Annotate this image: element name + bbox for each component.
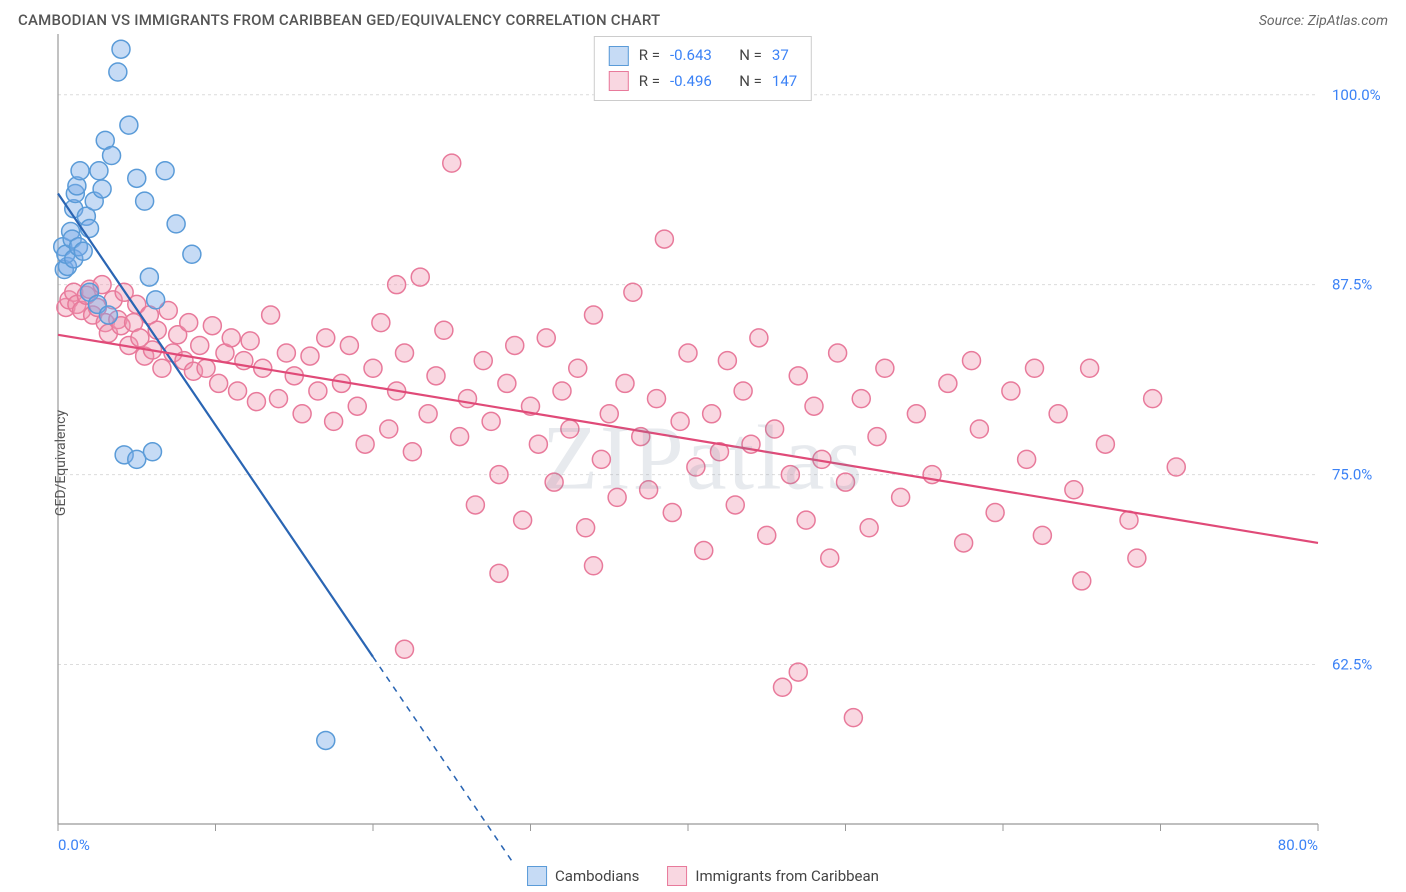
y-axis-label: GED/Equivalency xyxy=(53,410,69,516)
n-label-b: N = xyxy=(739,69,762,95)
legend-item-a: Cambodians xyxy=(527,866,639,886)
legend-label-b: Immigrants from Caribbean xyxy=(695,867,879,885)
n-value-b: 147 xyxy=(772,69,797,95)
chart-title: CAMBODIAN VS IMMIGRANTS FROM CARIBBEAN G… xyxy=(18,11,660,29)
svg-text:87.5%: 87.5% xyxy=(1332,276,1372,294)
r-label-a: R = xyxy=(639,43,660,69)
swatch-a-icon xyxy=(609,46,629,66)
svg-text:62.5%: 62.5% xyxy=(1332,655,1372,673)
svg-text:100.0%: 100.0% xyxy=(1332,86,1381,104)
svg-text:80.0%: 80.0% xyxy=(1278,836,1318,854)
r-label-b: R = xyxy=(639,69,660,95)
r-value-a: -0.643 xyxy=(670,43,712,69)
legend-row-b: R = -0.496 N = 147 xyxy=(609,69,797,95)
legend-item-b: Immigrants from Caribbean xyxy=(667,866,879,886)
swatch-a-icon xyxy=(527,866,547,886)
source-name: ZipAtlas.com xyxy=(1308,13,1388,29)
source: Source: ZipAtlas.com xyxy=(1259,10,1388,29)
n-value-a: 37 xyxy=(772,43,789,69)
swatch-b-icon xyxy=(609,71,629,91)
series-legend: Cambodians Immigrants from Caribbean xyxy=(527,866,879,886)
scatter-plot: 62.5% 75.0% 87.5% 100.0% 0.0% 80.0% xyxy=(0,34,1406,862)
swatch-b-icon xyxy=(667,866,687,886)
r-value-b: -0.496 xyxy=(670,69,712,95)
svg-text:75.0%: 75.0% xyxy=(1332,466,1372,484)
n-label-a: N = xyxy=(739,43,762,69)
correlation-legend: R = -0.643 N = 37 R = -0.496 N = 147 xyxy=(594,36,812,101)
legend-row-a: R = -0.643 N = 37 xyxy=(609,43,797,69)
legend-label-a: Cambodians xyxy=(555,867,639,885)
svg-text:0.0%: 0.0% xyxy=(58,836,90,854)
source-label: Source: xyxy=(1259,13,1308,29)
chart-area: GED/Equivalency 62.5% 75.0% 87.5% 100.0% 0.0… xyxy=(0,34,1406,892)
